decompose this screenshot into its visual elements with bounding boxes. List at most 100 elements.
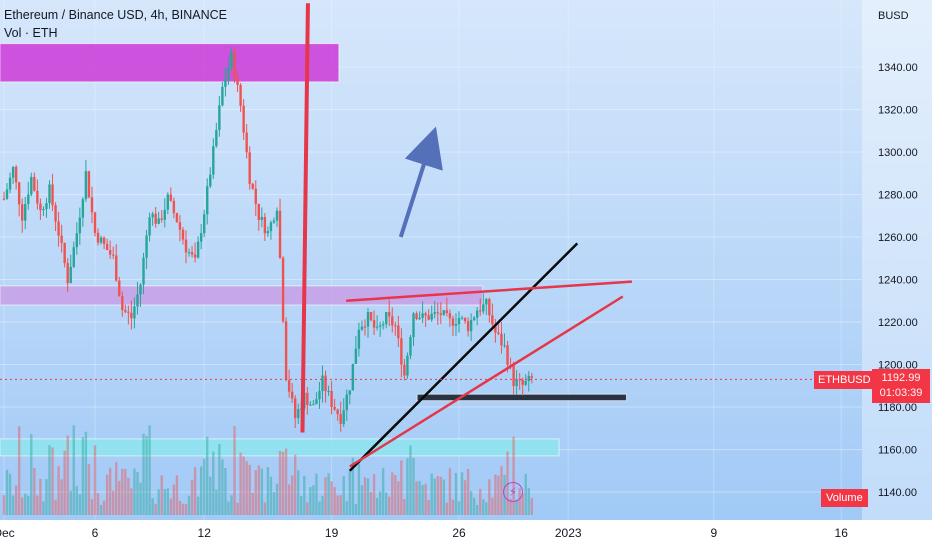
- candle-body: [318, 390, 321, 400]
- candle-body: [8, 177, 12, 190]
- candle-body: [130, 312, 133, 319]
- candle-body: [421, 313, 424, 318]
- volume-bar: [30, 434, 33, 515]
- candle-body: [269, 222, 273, 232]
- candle-body: [263, 216, 267, 234]
- volume-bar: [69, 490, 72, 515]
- candle-body: [212, 146, 215, 175]
- chart-title: Ethereum / Binance USD, 4h, BINANCE: [4, 8, 228, 22]
- volume-bar: [148, 425, 151, 515]
- candle-body: [418, 317, 421, 319]
- volume-bar: [421, 484, 424, 515]
- volume-bar: [500, 466, 503, 515]
- volume-bar: [445, 502, 449, 515]
- candle-body: [348, 390, 351, 395]
- candle-body: [497, 332, 500, 334]
- candle-body: [327, 390, 330, 392]
- candle-body: [479, 310, 482, 312]
- projection-arrow: [398, 126, 443, 238]
- y-tick-label: 1320.00: [878, 105, 918, 117]
- volume-bar: [24, 493, 27, 515]
- candle-body: [372, 320, 376, 328]
- volume-bar: [17, 426, 21, 515]
- candle-body: [324, 375, 327, 392]
- volume-bar: [215, 489, 218, 515]
- volume-bar: [315, 473, 318, 515]
- candle-body: [290, 391, 294, 399]
- bar-countdown: 01:03:39: [879, 387, 923, 399]
- candles: [2, 46, 533, 432]
- volume-bar: [190, 479, 194, 515]
- y-tick-label: 1160.00: [878, 445, 917, 457]
- volume-bar: [27, 495, 30, 515]
- candle-body: [442, 310, 446, 315]
- candle-body: [400, 338, 403, 365]
- volume-bar: [160, 475, 163, 515]
- candle-body: [87, 171, 91, 198]
- volume-bar: [102, 500, 106, 515]
- volume-bar: [403, 499, 406, 515]
- candle-body: [227, 67, 230, 80]
- volume-bar: [218, 443, 221, 515]
- volume-bar: [451, 499, 455, 515]
- volume-bar: [388, 496, 391, 515]
- candle-body: [69, 266, 72, 284]
- candle-body: [17, 182, 21, 205]
- volume-bar: [209, 476, 212, 515]
- candle-body: [239, 84, 242, 106]
- candle-body: [36, 190, 39, 204]
- volume-bar: [351, 457, 355, 515]
- candle-body: [351, 363, 355, 391]
- volume-bar: [290, 475, 294, 515]
- volume-bar: [281, 451, 285, 515]
- x-tick-label: 19: [325, 526, 339, 540]
- candle-body: [460, 317, 464, 319]
- volume-bar: [130, 488, 133, 515]
- x-tick-label: 12: [198, 526, 212, 540]
- candle-body: [530, 376, 533, 378]
- volume-bar: [236, 502, 239, 515]
- volume-bar: [476, 504, 479, 515]
- volume-bar: [306, 502, 309, 515]
- volume-bar: [369, 491, 373, 515]
- candle-body: [236, 78, 239, 85]
- trend-line: [349, 295, 624, 468]
- x-tick-label: 6: [92, 526, 99, 540]
- candle-body: [181, 229, 185, 240]
- volume-bar: [121, 468, 124, 515]
- volume-bar: [448, 468, 452, 515]
- drawings: [0, 3, 862, 472]
- volume-bar: [93, 445, 97, 515]
- candle-body: [121, 296, 124, 311]
- volume-bar: [145, 436, 148, 515]
- volume-bar: [66, 435, 69, 515]
- candle-body: [127, 311, 130, 313]
- candle-body: [254, 188, 257, 204]
- candle-body: [245, 132, 248, 153]
- candle-body: [500, 333, 503, 346]
- zone-box: [0, 438, 560, 457]
- candle-body: [199, 233, 203, 242]
- x-tick-label: 9: [710, 526, 717, 540]
- volume-bar: [81, 437, 85, 515]
- volume-bar: [466, 468, 470, 515]
- bolt-icon[interactable]: ⚡: [503, 482, 523, 502]
- volume-bar: [99, 504, 103, 515]
- candle-body: [66, 263, 69, 284]
- y-tick-label: 1200.00: [878, 360, 918, 372]
- volume-bar: [366, 478, 370, 515]
- volume-bar: [327, 473, 330, 515]
- candle-body: [60, 235, 63, 243]
- volume-bar: [400, 460, 403, 515]
- volume-bar: [312, 485, 315, 515]
- candle-body: [363, 326, 367, 328]
- volume-bar: [118, 480, 121, 515]
- candle-body: [433, 312, 436, 314]
- candle-body: [297, 409, 300, 419]
- y-tick-label: 1140.00: [878, 487, 917, 499]
- volume-bar: [224, 468, 227, 515]
- candle-body: [494, 324, 497, 333]
- candle-body: [190, 252, 194, 255]
- candle-body: [63, 242, 66, 264]
